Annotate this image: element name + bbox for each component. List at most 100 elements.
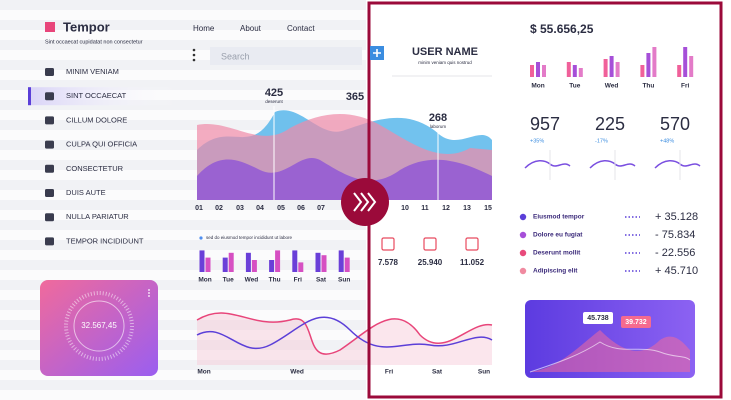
menu-icon	[45, 213, 54, 222]
nav: Home About Contact	[193, 24, 315, 33]
stat-line	[654, 160, 701, 169]
device-icon	[381, 237, 395, 251]
bar	[292, 250, 298, 272]
bar	[652, 47, 657, 77]
menu-item[interactable]: CONSECTETUR	[66, 164, 124, 173]
switch-arrows	[353, 192, 377, 212]
bar	[315, 252, 321, 272]
day-label: Sun	[338, 277, 350, 284]
gauge-card	[40, 280, 158, 376]
x-label: 12	[442, 205, 450, 212]
device-value: 11.052	[460, 258, 485, 267]
bar	[615, 62, 620, 77]
bar	[646, 53, 651, 77]
x-label: 15	[484, 205, 492, 212]
search-placeholder: Search	[221, 51, 250, 61]
card-tag	[583, 312, 613, 324]
bar	[338, 250, 344, 272]
callout-label: laborum	[430, 124, 447, 129]
day-label: Fri	[294, 277, 303, 284]
menu-item[interactable]: DUIS AUTE	[66, 188, 106, 197]
callout-value: 425	[265, 87, 283, 99]
rank-dot	[519, 267, 527, 275]
weekly-bars: Mon Tue Wed Thu Fri	[530, 47, 694, 90]
menu-item[interactable]: NULLA PARIATUR	[66, 212, 129, 221]
plus-icon	[373, 49, 381, 57]
rank-label: Dolore eu fugiat	[533, 232, 583, 239]
bar	[222, 257, 228, 272]
menu-item[interactable]: CULPA QUI OFFICIA	[66, 140, 137, 149]
x-label: 01	[195, 205, 203, 212]
area-chart	[197, 106, 492, 200]
card-label: 39.732	[625, 319, 647, 326]
day-label: Sat	[316, 277, 327, 284]
day-label: Wed	[245, 277, 259, 284]
callout-value: 268	[429, 112, 447, 124]
sidebar-menu: MINIM VENIAM SINT OCCAECAT CILLUM DOLORE CU…	[28, 67, 178, 246]
search-box[interactable]	[210, 47, 362, 65]
stat-value: 957	[530, 114, 560, 134]
user-name: USER NAME	[412, 46, 478, 58]
kebab-icon[interactable]	[192, 48, 196, 62]
x-label: 13	[463, 205, 471, 212]
line-chart	[196, 312, 493, 365]
day-label: Thu	[642, 83, 654, 90]
bar	[344, 257, 350, 272]
rank-label: Adipiscing elit	[533, 268, 578, 275]
x-label: Fri	[385, 369, 394, 376]
day-label: Tue	[223, 277, 234, 284]
stat-change: +48%	[660, 138, 674, 144]
rank-value: - 75.834	[655, 229, 695, 241]
x-label: 10	[401, 205, 409, 212]
gauge-value: 32.567,45	[81, 321, 117, 330]
x-label: 04	[256, 205, 264, 212]
rank-dot	[519, 231, 527, 239]
day-label: Wed	[605, 83, 619, 90]
menu-icon	[45, 116, 54, 125]
x-label: 07	[317, 205, 325, 212]
bar	[269, 260, 275, 272]
menu-icon	[45, 92, 54, 101]
day-label: Fri	[681, 83, 690, 90]
bar	[275, 250, 281, 272]
user-subtitle: minim veniam quis nostrud	[418, 60, 472, 65]
x-label: 03	[236, 205, 244, 212]
card-menu[interactable]	[148, 289, 150, 297]
card-label: 45.738	[587, 315, 609, 322]
nav-link[interactable]: Contact	[287, 24, 315, 33]
legend-note: sed do eiusmod tempor incididunt ut labo…	[206, 235, 293, 240]
menu-item[interactable]: TEMPOR INCIDIDUNT	[66, 236, 144, 245]
ranking: Eiusmod tempor + 35.128 Dolore eu fugiat - …	[519, 211, 698, 277]
bar	[572, 65, 577, 77]
bar	[321, 255, 327, 272]
bar	[536, 62, 540, 77]
bar	[578, 68, 583, 77]
device-value: 7.578	[378, 258, 399, 267]
rank-value: + 45.710	[655, 265, 698, 277]
callout-value: 365	[346, 91, 364, 103]
stat-line	[589, 160, 636, 169]
nav-link[interactable]: Home	[193, 24, 215, 33]
x-label: 11	[421, 205, 429, 212]
x-label: Wed	[290, 369, 304, 376]
stat-change: +35%	[530, 138, 544, 144]
menu-icon	[45, 140, 54, 149]
rank-label: Eiusmod tempor	[533, 214, 585, 221]
card-line	[529, 341, 691, 373]
bar	[689, 56, 694, 77]
card-tag	[621, 316, 651, 328]
menu-item[interactable]: CILLUM DOLORE	[66, 115, 127, 124]
x-label: 02	[215, 205, 223, 212]
switch-button[interactable]	[341, 178, 389, 226]
callout-label: deserunt	[265, 99, 283, 104]
x-label: Sun	[478, 369, 490, 376]
stat-value: 225	[595, 114, 625, 134]
legend-dot	[199, 236, 203, 240]
nav-link[interactable]: About	[240, 24, 262, 33]
bar	[640, 65, 645, 77]
menu-item[interactable]: SINT OCCAECAT	[66, 91, 127, 100]
rank-value: + 35.128	[655, 211, 698, 223]
stat-line	[524, 160, 571, 169]
menu-item[interactable]: MINIM VENIAM	[66, 67, 119, 76]
